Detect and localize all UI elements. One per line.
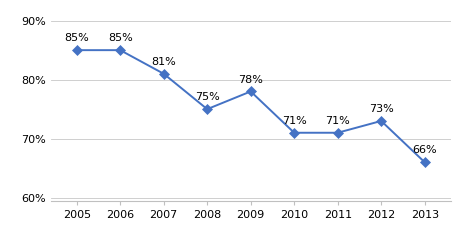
Text: 81%: 81% xyxy=(151,57,176,67)
Text: 85%: 85% xyxy=(64,33,89,43)
Text: 78%: 78% xyxy=(238,75,263,84)
Text: 71%: 71% xyxy=(325,116,349,126)
Text: 71%: 71% xyxy=(281,116,306,126)
Text: 75%: 75% xyxy=(195,92,219,102)
Text: 66%: 66% xyxy=(411,145,436,155)
Text: 85%: 85% xyxy=(107,33,132,43)
Text: 73%: 73% xyxy=(368,104,393,114)
